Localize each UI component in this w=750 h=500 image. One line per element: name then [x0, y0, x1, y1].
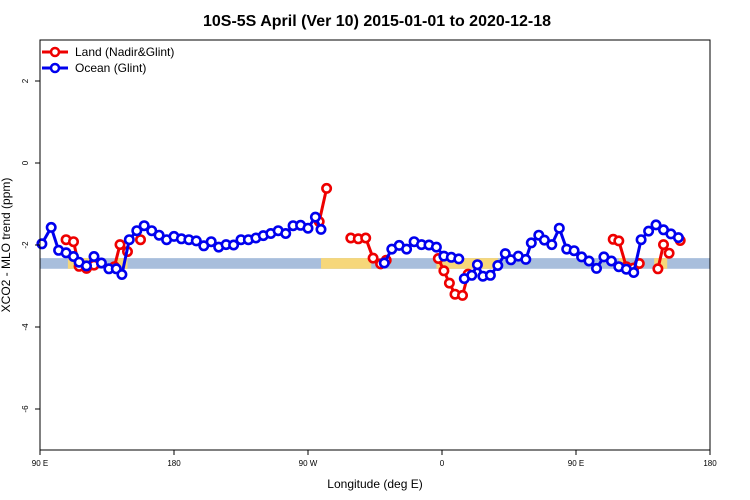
- x-tick-label-3: 0: [440, 459, 445, 468]
- chart-title: 10S-5S April (Ver 10) 2015-01-01 to 2020…: [203, 13, 551, 30]
- ocean-point-2-13: [546, 239, 558, 251]
- ocean-point-0-14: [138, 220, 150, 232]
- land-point-7-0: [652, 263, 664, 275]
- ocean-point-1-0: [378, 257, 390, 269]
- ocean-point-0-12: [123, 234, 135, 246]
- ocean-point-2-18: [583, 255, 595, 267]
- ocean-point-0-38: [315, 223, 327, 235]
- land-point-4-3: [367, 252, 379, 264]
- ocean-point-0-1: [45, 221, 57, 233]
- land-point-3-1: [321, 182, 333, 194]
- legend: Land (Nadir&Glint) Ocean (Glint): [42, 45, 174, 75]
- land-point-5-4: [456, 289, 468, 301]
- ocean-point-0-11: [116, 268, 128, 280]
- x-tick-label-2: 90 W: [299, 459, 318, 468]
- legend-ocean-marker: [49, 62, 61, 74]
- ocean-point-0-21: [190, 235, 202, 247]
- land-point-1-1: [114, 239, 126, 251]
- x-tick-label-1: 180: [167, 459, 181, 468]
- ocean-point-0-36: [302, 222, 314, 234]
- y-tick-label-1: 0: [21, 160, 30, 165]
- land-point-7-2: [663, 247, 675, 259]
- ocean-point-2-10: [525, 237, 537, 249]
- ocean-point-0-7: [88, 251, 100, 263]
- ocean-point-2-30: [672, 232, 684, 244]
- series-layer: [36, 182, 686, 301]
- ocean-point-0-16: [153, 229, 165, 241]
- ocean-point-2-2: [471, 259, 483, 271]
- ocean-point-0-26: [228, 239, 240, 251]
- y-tick-label-4: -6: [21, 405, 30, 413]
- x-tick-label-0: 90 E: [32, 459, 48, 468]
- x-tick-label-5: 180: [703, 459, 717, 468]
- land-point-2-0: [135, 234, 147, 246]
- x-tick-label-4: 90 E: [568, 459, 584, 468]
- ocean-point-0-15: [146, 225, 158, 237]
- ocean-point-2-16: [568, 245, 580, 257]
- legend-ocean-label: Ocean (Glint): [75, 61, 146, 75]
- ocean-point-0-33: [280, 228, 292, 240]
- x-axis-ticks: 90 E 180 90 W 0 90 E 180: [32, 450, 717, 468]
- land-point-0-1: [68, 236, 80, 248]
- y-tick-label-0: 2: [21, 78, 30, 83]
- ocean-point-1-7: [430, 241, 442, 253]
- ocean-point-2-1: [466, 269, 478, 281]
- ocean-point-2-9: [520, 253, 532, 265]
- ocean-point-2-4: [484, 269, 496, 281]
- ocean-point-2-26: [643, 225, 655, 237]
- band-base: [40, 258, 710, 269]
- ocean-point-2-14: [553, 222, 565, 234]
- ocean-point-2-27: [650, 219, 662, 231]
- ocean-point-2-21: [605, 255, 617, 267]
- band-highlight-5: [654, 258, 668, 269]
- band-highlight-3: [436, 258, 498, 269]
- land-point-5-1: [438, 265, 450, 277]
- land-point-5-2: [443, 277, 455, 289]
- ocean-point-0-37: [309, 211, 321, 223]
- ocean-point-0-0: [36, 238, 48, 250]
- ocean-point-0-13: [131, 225, 143, 237]
- y-tick-label-2: -2: [21, 241, 30, 249]
- ocean-point-2-19: [590, 262, 602, 274]
- x-axis-label: Longitude (deg E): [327, 477, 422, 491]
- ocean-point-0-6: [81, 260, 93, 272]
- ocean-point-0-8: [95, 257, 107, 269]
- ocean-point-2-5: [492, 259, 504, 271]
- ocean-point-2-12: [538, 234, 550, 246]
- legend-land-marker: [49, 46, 61, 58]
- ocean-point-0-23: [205, 236, 217, 248]
- ocean-point-1-10: [453, 253, 465, 265]
- y-axis-ticks: 2 0 -2 -4 -6: [21, 78, 40, 413]
- ocean-point-2-25: [635, 234, 647, 246]
- y-axis-label: XCO2 - MLO trend (ppm): [0, 178, 13, 313]
- ocean-point-1-3: [401, 243, 413, 255]
- land-point-7-1: [657, 239, 669, 251]
- band-highlight-1: [116, 258, 128, 269]
- land-point-4-2: [360, 232, 372, 244]
- land-point-6-1: [613, 235, 625, 247]
- band-highlight-2: [321, 258, 372, 269]
- ocean-point-2-24: [628, 266, 640, 278]
- y-tick-label-3: -4: [21, 323, 30, 331]
- legend-land-label: Land (Nadir&Glint): [75, 45, 174, 59]
